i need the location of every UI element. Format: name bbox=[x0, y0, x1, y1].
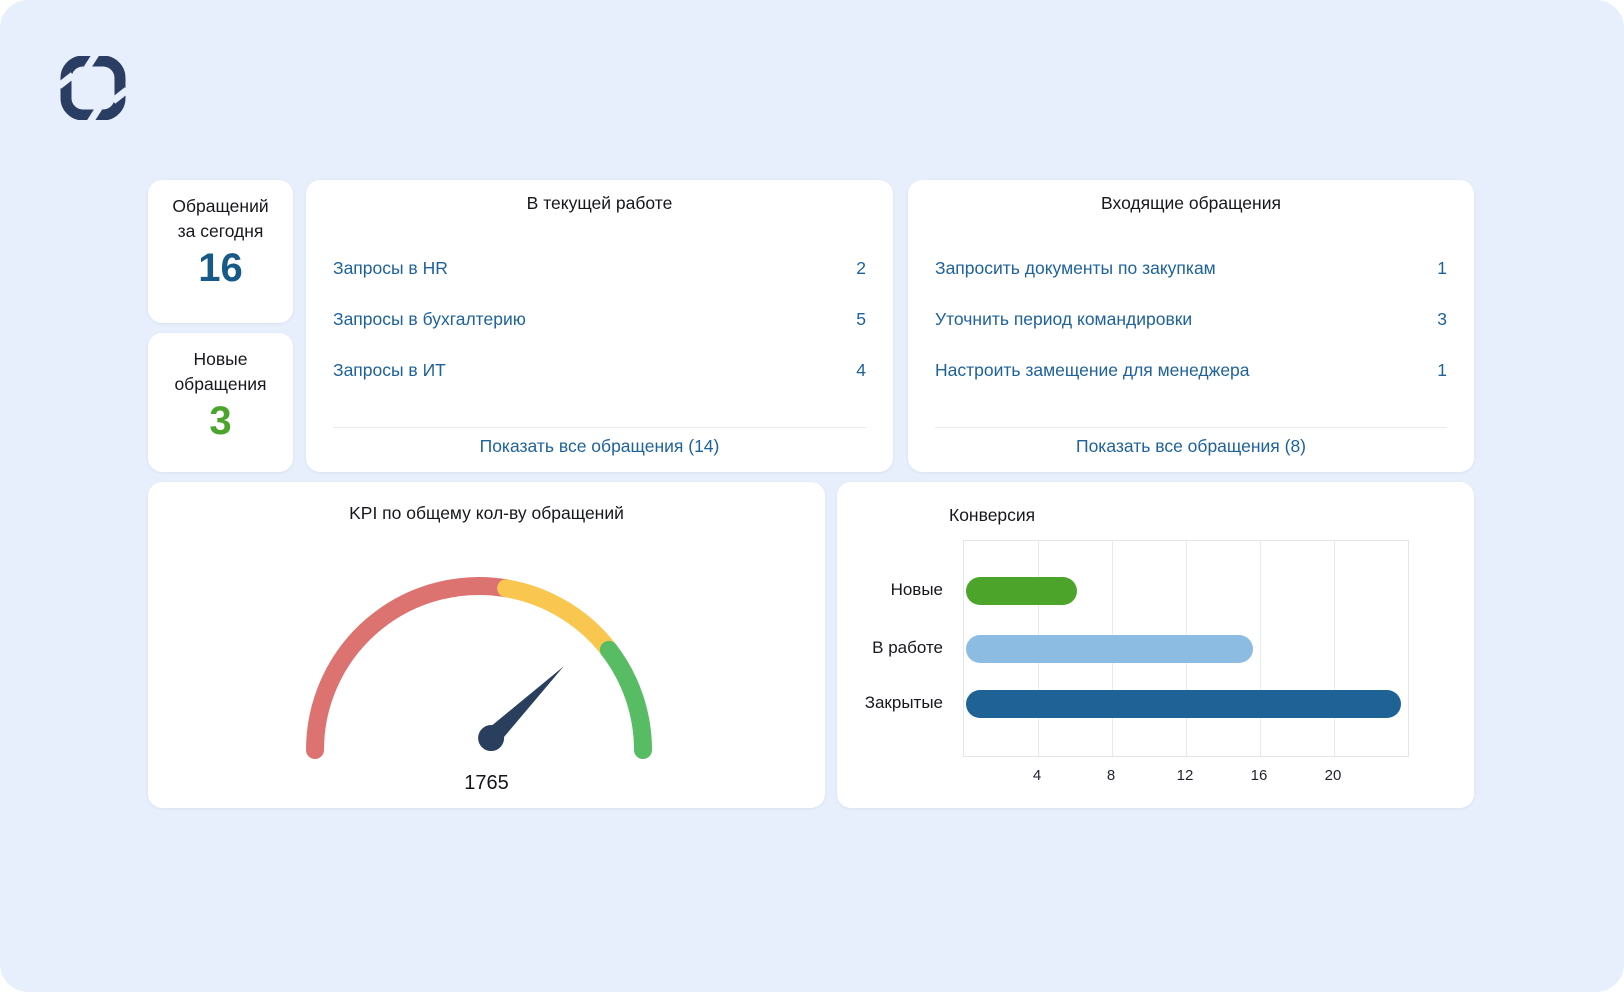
conversion-xticks: 4 8 12 16 20 bbox=[963, 767, 1407, 787]
app-logo-icon[interactable] bbox=[58, 56, 128, 120]
conversion-card: Конверсия Новые В работе Закрытые 4 8 12 16… bbox=[837, 482, 1474, 808]
stat-value-new: 3 bbox=[209, 399, 232, 443]
kpi-gauge-title: KPI по общему кол-ву обращений bbox=[349, 503, 624, 523]
list-item[interactable]: Запросы в HR 2 bbox=[333, 256, 866, 280]
show-all-incoming-link[interactable]: Показать все обращения (8) bbox=[1075, 436, 1307, 456]
list-item[interactable]: Запросить документы по закупкам 1 bbox=[935, 256, 1447, 280]
stat-title: Обращений за сегодня bbox=[148, 194, 293, 244]
gauge-segment-2 bbox=[599, 640, 652, 759]
conversion-bar bbox=[966, 635, 1253, 663]
list-item-count: 5 bbox=[856, 309, 866, 329]
bar-label: Закрытые bbox=[864, 693, 943, 712]
list-item[interactable]: Уточнить период командировки 3 bbox=[935, 307, 1447, 331]
stat-value-today: 16 bbox=[198, 246, 243, 290]
gauge-segment-1 bbox=[497, 579, 618, 659]
conversion-plot bbox=[963, 540, 1409, 757]
logo-gaps bbox=[58, 56, 128, 120]
list-item-count: 1 bbox=[1437, 360, 1447, 380]
gauge-needle bbox=[484, 666, 564, 745]
kpi-gauge-card: KPI по общему кол-ву обращений 1765 bbox=[148, 482, 825, 808]
bar-label: Новые bbox=[890, 580, 943, 599]
list-item-label: Уточнить период командировки bbox=[935, 309, 1193, 329]
current-work-card: В текущей работе Запросы в HR 2 Запросы … bbox=[306, 180, 893, 472]
list-item[interactable]: Настроить замещение для менеджера 1 bbox=[935, 358, 1447, 382]
list-item-label: Запросы в ИТ bbox=[333, 360, 446, 380]
conversion-title: Конверсия bbox=[949, 505, 1036, 525]
current-work-title: В текущей работе bbox=[526, 193, 673, 213]
incoming-title: Входящие обращения bbox=[1101, 193, 1281, 213]
list-item[interactable]: Запросы в бухгалтерию 5 bbox=[333, 307, 866, 331]
divider bbox=[333, 427, 866, 428]
stat-card-today: Обращений за сегодня 16 bbox=[148, 180, 293, 323]
x-tick-label: 12 bbox=[1176, 767, 1194, 784]
gridline bbox=[1260, 541, 1261, 756]
stat-title-line1: Новые bbox=[193, 349, 248, 369]
list-item-count: 2 bbox=[856, 258, 866, 278]
stat-title-line2: обращения bbox=[174, 374, 267, 394]
list-item-count: 3 bbox=[1437, 309, 1447, 329]
kpi-gauge-value: 1765 bbox=[464, 772, 509, 794]
list-item-label: Запросить документы по закупкам bbox=[935, 258, 1216, 278]
x-tick-label: 20 bbox=[1324, 767, 1342, 784]
show-all-current-link[interactable]: Показать все обращения (14) bbox=[479, 436, 720, 456]
logo-ring bbox=[60, 56, 126, 120]
stat-title-line2: за сегодня bbox=[177, 221, 264, 241]
x-tick-label: 8 bbox=[1106, 767, 1116, 784]
stat-card-new: Новые обращения 3 bbox=[148, 333, 293, 472]
x-tick-label: 16 bbox=[1250, 767, 1268, 784]
bar-label: В работе bbox=[872, 638, 943, 657]
list-item[interactable]: Запросы в ИТ 4 bbox=[333, 358, 866, 382]
x-tick-label: 4 bbox=[1032, 767, 1042, 784]
kpi-gauge-chart bbox=[306, 577, 652, 759]
gauge-needle-base bbox=[478, 725, 505, 752]
gauge-segment-0 bbox=[306, 577, 516, 759]
list-item-count: 1 bbox=[1437, 258, 1447, 278]
list-item-label: Запросы в бухгалтерию bbox=[333, 309, 526, 329]
stat-title: Новые обращения bbox=[148, 347, 293, 397]
conversion-bar bbox=[966, 690, 1401, 718]
list-item-label: Настроить замещение для менеджера bbox=[935, 360, 1250, 380]
list-item-count: 4 bbox=[856, 360, 866, 380]
gridline bbox=[1334, 541, 1335, 756]
divider bbox=[935, 427, 1447, 428]
incoming-card: Входящие обращения Запросить документы п… bbox=[908, 180, 1474, 472]
stat-title-line1: Обращений bbox=[172, 196, 269, 216]
conversion-bar bbox=[966, 577, 1077, 605]
list-item-label: Запросы в HR bbox=[333, 258, 448, 278]
